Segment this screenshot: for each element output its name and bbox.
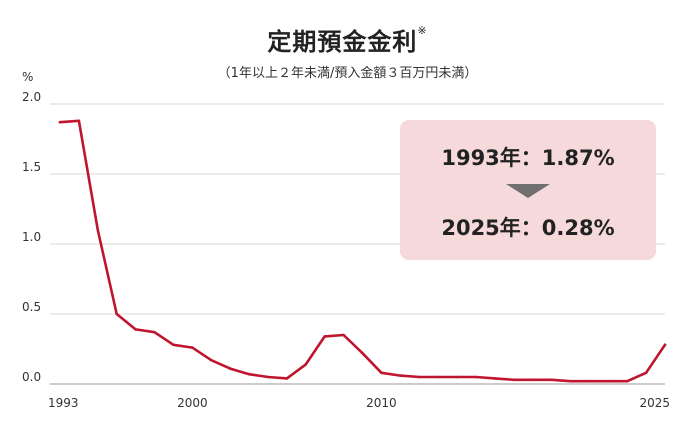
data-point	[115, 312, 119, 316]
gridlines	[50, 103, 665, 385]
y-tick-label: 1.0	[22, 230, 41, 244]
data-point	[153, 330, 156, 334]
data-point	[380, 371, 383, 375]
x-axis-ticks: 1993 2000 2010 2025	[48, 396, 670, 410]
data-point	[58, 120, 62, 124]
data-point	[512, 378, 516, 382]
y-tick-label: 1.5	[22, 160, 41, 174]
y-axis-ticks: 2.0 1.5 1.0 0.5 0.0	[22, 90, 41, 384]
x-tick-label: 2000	[177, 396, 208, 410]
data-point	[172, 343, 175, 347]
data-point	[493, 377, 497, 380]
data-point	[96, 228, 100, 232]
data-point	[342, 333, 345, 337]
x-tick-label: 2010	[366, 396, 397, 410]
y-tick-label: 0.5	[22, 300, 41, 314]
data-point	[191, 346, 194, 349]
callout-start-value: 1993年：1.87%	[441, 146, 615, 170]
title-text: 定期預金金利	[267, 28, 418, 56]
data-point	[663, 343, 667, 347]
title-footnote-mark: ※	[417, 24, 428, 37]
down-arrow-icon	[506, 184, 550, 198]
data-point	[436, 375, 440, 379]
data-point	[399, 374, 402, 377]
data-point	[569, 379, 572, 383]
data-point	[285, 377, 289, 380]
x-tick-label: 1993	[48, 396, 79, 410]
y-tick-label: 2.0	[22, 90, 41, 104]
data-point	[531, 378, 534, 382]
data-point	[606, 379, 610, 383]
series-layer	[58, 119, 667, 383]
data-point	[361, 351, 364, 355]
chart-subtitle: （1年以上２年未満/預入金額３百万円未満）	[217, 66, 478, 81]
data-point	[209, 358, 213, 362]
data-point	[77, 119, 81, 123]
x-tick-label: 2025	[639, 396, 670, 410]
data-point	[228, 367, 232, 370]
data-point	[474, 375, 478, 379]
data-point	[455, 375, 459, 379]
data-point	[304, 363, 308, 366]
callout-end-value: 2025年：0.28%	[441, 216, 615, 240]
data-point	[588, 379, 591, 383]
data-point	[625, 379, 629, 383]
data-point	[134, 328, 137, 331]
data-point	[550, 378, 553, 382]
chart-title: 定期預金金利※	[0, 22, 695, 57]
data-point	[644, 371, 648, 375]
data-point	[417, 375, 421, 379]
y-tick-label: 0.0	[22, 370, 41, 384]
data-point	[323, 335, 326, 338]
data-point	[247, 372, 251, 376]
data-point	[266, 375, 270, 379]
comparison-callout: 1993年：1.87% 2025年：0.28%	[400, 120, 656, 260]
y-axis-unit: %	[22, 70, 34, 84]
